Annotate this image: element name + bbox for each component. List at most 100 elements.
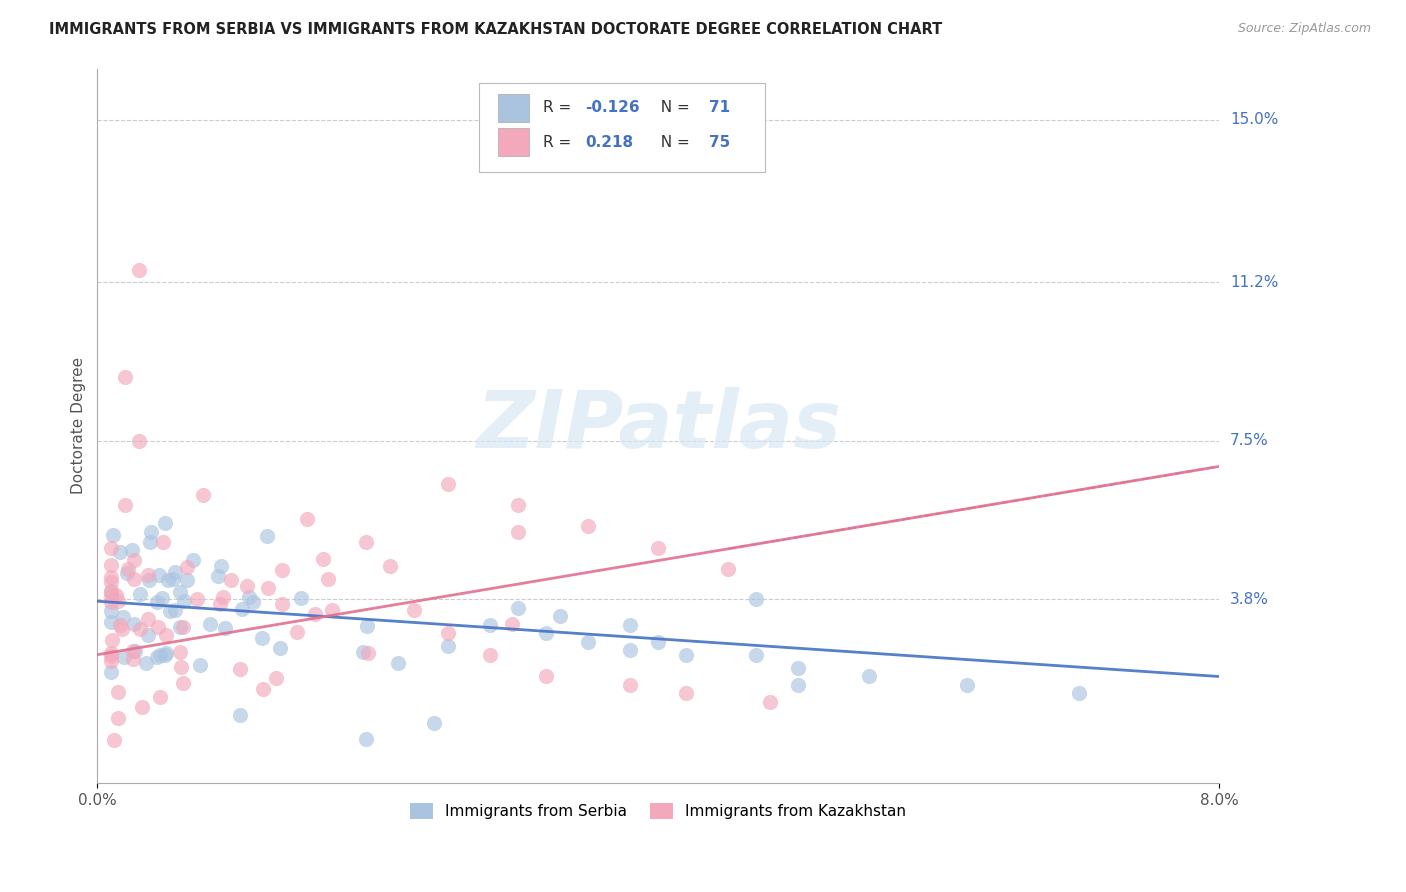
- Point: [576, 635, 599, 649]
- Point: [422, 715, 444, 730]
- Point: [219, 574, 242, 588]
- Point: [112, 650, 135, 665]
- Text: 7.5%: 7.5%: [1230, 434, 1268, 449]
- Point: [100, 595, 122, 609]
- Point: [200, 617, 222, 632]
- Point: [506, 498, 529, 512]
- Point: [100, 584, 122, 599]
- Point: [169, 645, 191, 659]
- Point: [122, 572, 145, 586]
- Text: Source: ZipAtlas.com: Source: ZipAtlas.com: [1237, 22, 1371, 36]
- Point: [356, 535, 378, 549]
- Point: [107, 711, 129, 725]
- Point: [1067, 686, 1090, 700]
- Text: ZIPatlas: ZIPatlas: [475, 387, 841, 465]
- Point: [647, 541, 669, 555]
- Point: [136, 612, 159, 626]
- Point: [157, 573, 180, 587]
- Point: [352, 645, 374, 659]
- Point: [153, 516, 176, 531]
- Point: [176, 559, 198, 574]
- Point: [191, 488, 214, 502]
- Point: [107, 684, 129, 698]
- Point: [150, 591, 173, 605]
- Point: [437, 639, 460, 653]
- Point: [858, 669, 880, 683]
- Point: [169, 584, 191, 599]
- FancyBboxPatch shape: [498, 94, 529, 122]
- Point: [787, 678, 810, 692]
- Point: [176, 574, 198, 588]
- Point: [162, 572, 184, 586]
- Point: [172, 620, 194, 634]
- Text: R =: R =: [543, 135, 581, 150]
- Point: [250, 631, 273, 645]
- Point: [165, 603, 187, 617]
- Point: [437, 476, 460, 491]
- Point: [124, 644, 146, 658]
- Point: [100, 615, 122, 630]
- Point: [269, 641, 291, 656]
- Point: [312, 552, 335, 566]
- Point: [149, 690, 172, 704]
- Point: [135, 656, 157, 670]
- Point: [100, 604, 122, 618]
- Point: [236, 579, 259, 593]
- Point: [207, 569, 229, 583]
- FancyBboxPatch shape: [498, 128, 529, 156]
- Point: [129, 622, 152, 636]
- Point: [172, 675, 194, 690]
- Point: [576, 519, 599, 533]
- Point: [619, 617, 641, 632]
- Point: [155, 628, 177, 642]
- Point: [745, 592, 768, 607]
- Point: [146, 595, 169, 609]
- Point: [128, 587, 150, 601]
- Point: [169, 619, 191, 633]
- Point: [404, 602, 426, 616]
- Point: [146, 649, 169, 664]
- Point: [114, 498, 136, 512]
- Point: [186, 591, 208, 606]
- Point: [252, 681, 274, 696]
- Point: [257, 581, 280, 595]
- Point: [111, 622, 134, 636]
- Point: [290, 591, 312, 606]
- Point: [170, 659, 193, 673]
- Text: N =: N =: [651, 100, 695, 115]
- Point: [271, 597, 294, 611]
- Point: [139, 525, 162, 540]
- Point: [619, 643, 641, 657]
- Point: [100, 648, 122, 663]
- Text: 0.218: 0.218: [585, 135, 634, 150]
- Point: [548, 609, 571, 624]
- Point: [152, 535, 174, 549]
- Point: [107, 594, 129, 608]
- Point: [956, 678, 979, 692]
- Point: [357, 647, 380, 661]
- Point: [100, 646, 122, 660]
- Point: [256, 528, 278, 542]
- Point: [304, 607, 326, 621]
- Point: [100, 633, 122, 648]
- Point: [356, 731, 378, 746]
- Text: 11.2%: 11.2%: [1230, 275, 1278, 290]
- Point: [501, 616, 523, 631]
- Point: [124, 553, 146, 567]
- Point: [131, 700, 153, 714]
- Point: [114, 369, 136, 384]
- Point: [356, 618, 378, 632]
- Point: [534, 669, 557, 683]
- Point: [173, 594, 195, 608]
- Point: [100, 589, 122, 603]
- Point: [138, 573, 160, 587]
- Point: [108, 617, 131, 632]
- Point: [478, 648, 501, 662]
- Point: [122, 652, 145, 666]
- Point: [100, 574, 122, 589]
- Point: [121, 542, 143, 557]
- Point: [128, 262, 150, 277]
- Point: [745, 648, 768, 662]
- Point: [506, 600, 529, 615]
- Point: [148, 568, 170, 582]
